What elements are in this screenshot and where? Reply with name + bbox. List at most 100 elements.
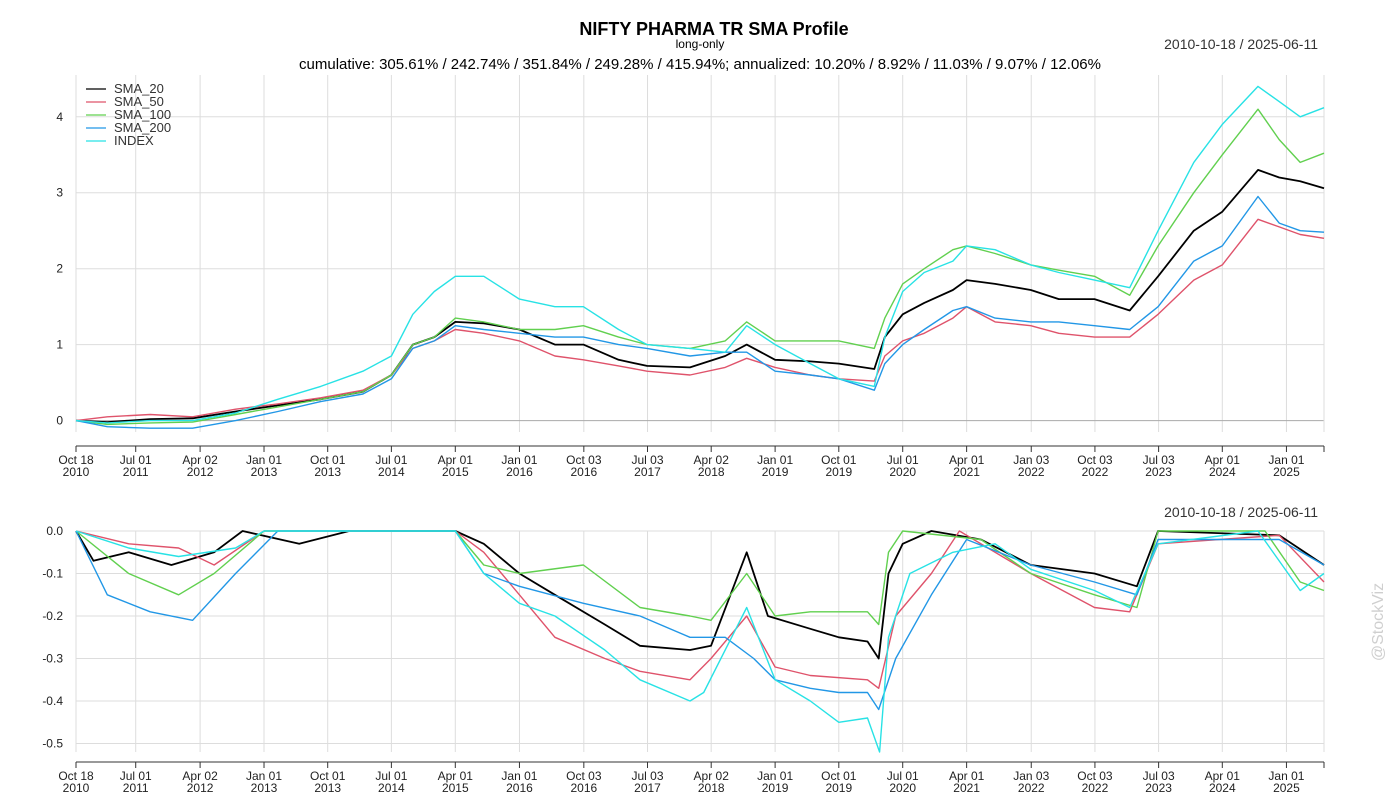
top-series-index [75,85,1325,424]
top-x-tick-year: 2019 [762,465,789,479]
legend-label-sma-200: SMA_200 [114,120,171,135]
top-x-tick-year: 2015 [442,465,469,479]
chart-subtitle: long-only [676,37,725,51]
top-x-tick-year: 2025 [1273,465,1300,479]
bottom-ytick-label: -0.1 [42,567,63,581]
legend-label-sma-100: SMA_100 [114,107,171,122]
top-x-tick-year: 2016 [506,465,533,479]
bottom-x-tick-year: 2016 [570,781,597,795]
watermark: @StockViz [1370,583,1387,661]
bottom-ytick-label: -0.2 [42,609,63,623]
bottom-x-tick-year: 2018 [698,781,725,795]
top-x-tick-label: Jul 01 [375,453,407,467]
bottom-x-tick-label: Jul 01 [375,769,407,783]
bottom-x-tick-year: 2023 [1145,781,1172,795]
top-x-tick-year: 2010 [63,465,90,479]
bottom-x-tick-label: Jul 01 [887,769,919,783]
bottom-x-tick-year: 2014 [378,781,405,795]
bottom-x-tick-label: Jan 01 [757,769,793,783]
bottom-x-tick-label: Jan 01 [246,769,282,783]
bottom-ytick-label: 0.0 [46,524,63,538]
top-x-tick-year: 2022 [1082,465,1109,479]
top-x-tick-year: 2020 [889,465,916,479]
bottom-x-tick-label: Jul 03 [631,769,663,783]
bottom-x-tick-year: 2024 [1209,781,1236,795]
legend-label-sma-20: SMA_20 [114,81,164,96]
top-x-tick-year: 2013 [314,465,341,479]
bottom-ytick-label: -0.4 [42,694,63,708]
top-x-tick-year: 2021 [953,465,980,479]
top-x-tick-year: 2013 [251,465,278,479]
top-x-tick-year: 2011 [123,465,149,479]
bottom-x-tick-year: 2025 [1273,781,1300,795]
bottom-x-tick-label: Apr 02 [182,769,218,783]
bottom-x-tick-year: 2019 [762,781,789,795]
top-ytick-label: 1 [56,338,63,352]
bottom-x-tick-year: 2013 [251,781,278,795]
bottom-x-tick-year: 2019 [825,781,852,795]
bottom-x-tick-year: 2016 [506,781,533,795]
top-x-tick-label: Jul 03 [631,453,663,467]
top-x-tick-year: 2017 [634,465,661,479]
bottom-x-tick-year: 2017 [634,781,661,795]
bottom-x-tick-year: 2021 [953,781,980,795]
bottom-x-tick-label: Jan 03 [1013,769,1049,783]
bottom-x-tick-label: Jan 01 [1268,769,1304,783]
bottom-x-tick-label: Oct 03 [1077,769,1113,783]
top-x-tick-year: 2012 [187,465,214,479]
top-x-tick-year: 2016 [570,465,597,479]
top-ytick-label: 4 [56,110,63,124]
bottom-series-lines [75,530,1325,753]
bottom-x-tick-year: 2011 [123,781,149,795]
top-series-sma-200 [75,195,1325,429]
bottom-x-tick-year: 2022 [1082,781,1109,795]
top-x-tick-label: Jan 01 [1268,453,1304,467]
bottom-x-tick-label: Oct 03 [566,769,602,783]
top-x-tick-year: 2022 [1018,465,1045,479]
top-x-tick-label: Jul 01 [887,453,919,467]
top-x-tick-label: Apr 01 [1205,453,1241,467]
bottom-x-tick-year: 2013 [314,781,341,795]
top-x-tick-label: Jan 01 [501,453,537,467]
bottom-x-tick-year: 2010 [63,781,90,795]
bottom-ytick-label: -0.3 [42,652,63,666]
top-x-tick-label: Apr 02 [182,453,218,467]
top-x-tick-label: Oct 01 [310,453,346,467]
top-x-tick-year: 2023 [1145,465,1172,479]
bottom-x-tick-label: Apr 01 [1205,769,1241,783]
chart-title: NIFTY PHARMA TR SMA Profile [579,19,848,39]
bottom-x-tick-year: 2015 [442,781,469,795]
top-series-sma-50 [75,218,1325,422]
top-ytick-label: 2 [56,262,63,276]
top-x-tick-year: 2014 [378,465,405,479]
bottom-x-tick-label: Jul 01 [120,769,152,783]
bottom-x-tick-label: Apr 01 [949,769,985,783]
top-x-tick-label: Jul 03 [1143,453,1175,467]
performance-summary: cumulative: 305.61% / 242.74% / 351.84% … [299,56,1101,73]
top-x-tick-label: Jan 01 [757,453,793,467]
top-grid [75,75,1325,432]
bottom-series-sma-200 [75,530,1325,711]
top-x-tick-label: Oct 01 [821,453,857,467]
top-x-tick-label: Jan 01 [246,453,282,467]
top-x-tick-label: Jan 03 [1013,453,1049,467]
bottom-x-tick-year: 2022 [1018,781,1045,795]
top-x-tick-label: Oct 03 [566,453,602,467]
top-x-tick-label: Apr 01 [949,453,985,467]
bottom-x-tick-label: Apr 02 [694,769,730,783]
bottom-x-tick-year: 2020 [889,781,916,795]
bottom-ytick-label: -0.5 [42,737,63,751]
legend-label-sma-50: SMA_50 [114,94,164,109]
top-x-tick-label: Apr 01 [438,453,474,467]
bottom-x-tick-label: Jan 01 [501,769,537,783]
bottom-x-tick-label: Oct 01 [310,769,346,783]
legend-label-index: INDEX [114,133,154,148]
bottom-x-tick-year: 2012 [187,781,214,795]
top-date-range: 2010-10-18 / 2025-06-11 [1164,36,1318,52]
bottom-x-tick-label: Oct 01 [821,769,857,783]
